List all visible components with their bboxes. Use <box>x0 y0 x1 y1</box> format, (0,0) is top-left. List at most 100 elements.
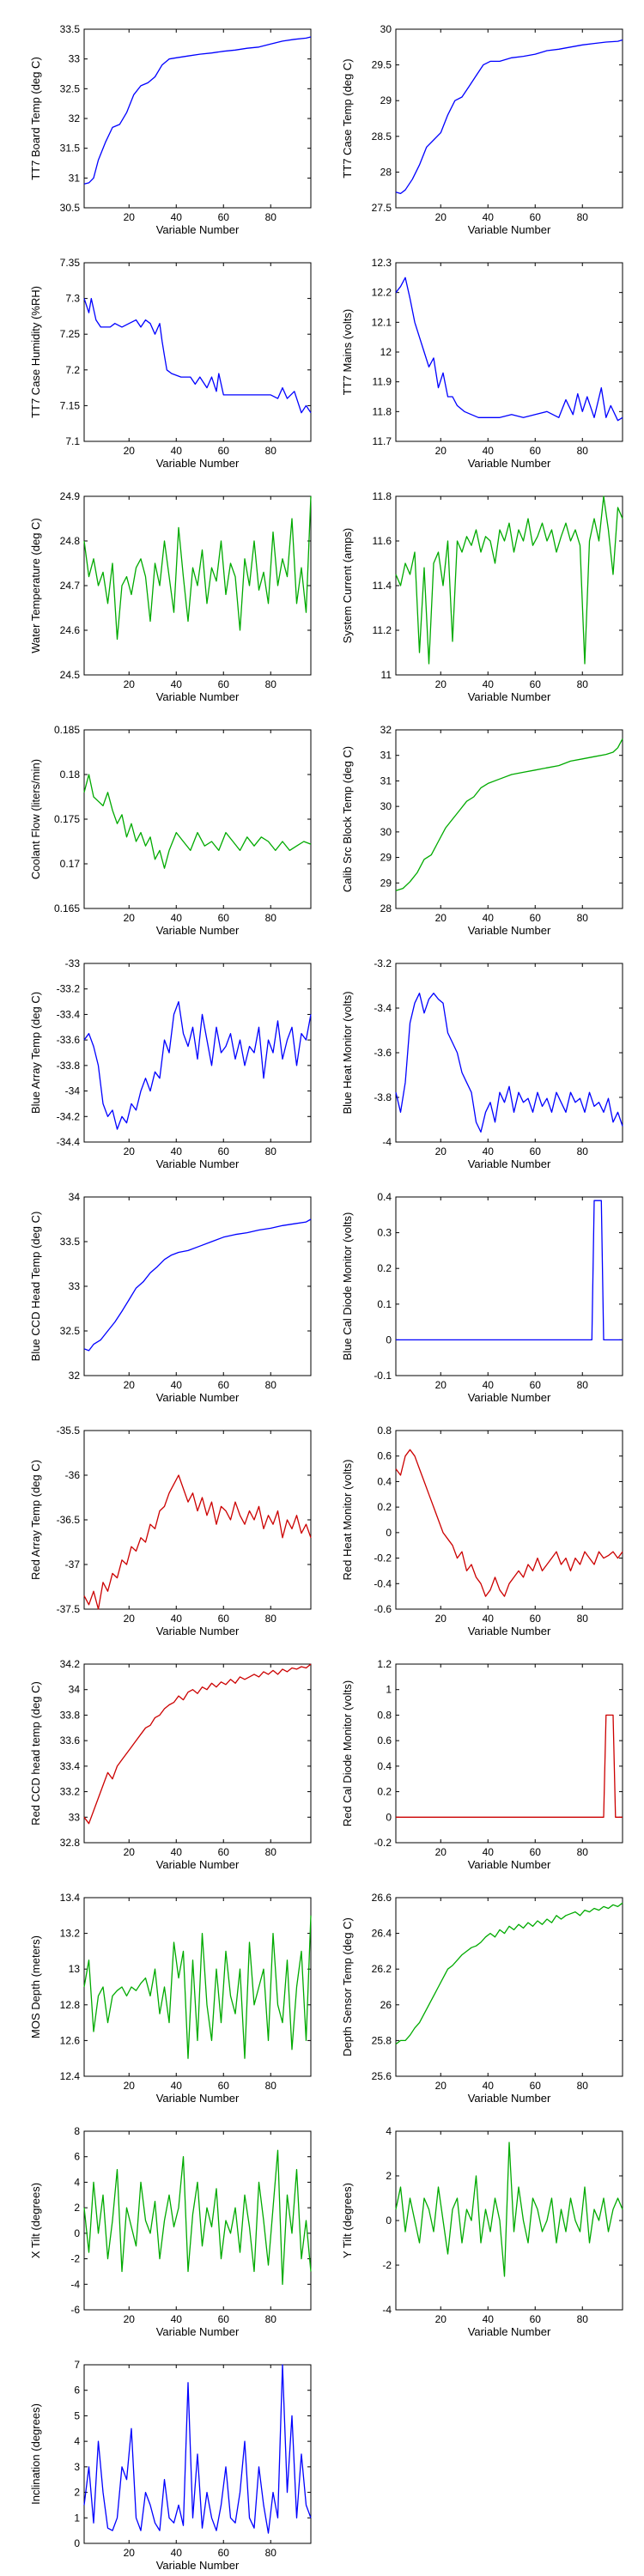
y-tick-label: -0.4 <box>374 1577 392 1589</box>
y-tick-label: 33 <box>69 1811 81 1823</box>
y-axis-label: Water Temperature (deg C) <box>29 518 42 653</box>
y-tick-label: 33.4 <box>60 1760 81 1772</box>
x-tick-label: 80 <box>577 912 589 924</box>
y-tick-label: -34.2 <box>57 1110 81 1122</box>
y-tick-label: 4 <box>74 2176 80 2188</box>
y-tick-label: 26 <box>380 1999 392 2011</box>
x-axis-label: Variable Number <box>468 1391 551 1404</box>
y-tick-label: 25.8 <box>372 2034 392 2046</box>
x-tick-label: 80 <box>265 1379 277 1391</box>
y-tick-label: 32.5 <box>60 82 81 94</box>
y-tick-label: 28 <box>380 902 392 914</box>
y-tick-label: 24.8 <box>60 535 81 547</box>
series-line <box>83 495 312 641</box>
y-tick-label: 30 <box>380 800 392 812</box>
series-line <box>395 276 623 422</box>
y-axis-label: Blue CCD Head Temp (deg C) <box>29 1212 42 1362</box>
y-axis-label: TT7 Board Temp (deg C) <box>29 57 42 180</box>
x-tick-label: 80 <box>577 678 589 690</box>
plot-frame <box>395 2130 623 2311</box>
y-tick-label: -35.5 <box>57 1425 81 1437</box>
x-tick-label: 60 <box>530 211 542 223</box>
y-tick-label: 6 <box>74 2385 80 2397</box>
y-tick-label: -6 <box>70 2304 80 2316</box>
y-tick-label: 12 <box>380 346 392 358</box>
x-tick-label: 60 <box>530 2080 542 2092</box>
y-tick-label: -4 <box>70 2278 80 2290</box>
x-tick-label: 20 <box>435 1379 447 1391</box>
series-line <box>396 1714 623 1818</box>
chart-panel: 20 40 60 80 -37.5 -37 -36.5 -36 -35.5 Variable Nu… <box>29 1425 312 1637</box>
y-tick-label: 34 <box>69 1684 81 1696</box>
x-tick-label: 60 <box>218 445 230 457</box>
x-tick-label: 40 <box>171 912 183 924</box>
x-tick-label: 20 <box>124 211 136 223</box>
plot-frame <box>395 729 623 909</box>
x-tick-label: 40 <box>171 2313 183 2325</box>
y-axis-label: Depth Sensor Temp (deg C) <box>341 1917 354 2057</box>
y-tick-label: 29.5 <box>372 59 392 71</box>
x-tick-label: 80 <box>577 1379 589 1391</box>
x-axis-label: Variable Number <box>156 2092 240 2105</box>
chart-panel: 20 40 60 80 -0.6 -0.4 -0.2 0 0.2 0.4 0.6 0.8 Variabl… <box>341 1425 623 1637</box>
x-tick-label: 60 <box>530 1613 542 1625</box>
plot-frame <box>83 963 312 1143</box>
plot-frame <box>83 2130 312 2311</box>
chart-panel: 20 40 60 80 11.7 11.8 11.9 12 12.1 12.2 12.3 Variab… <box>341 257 623 470</box>
chart-panel: 20 40 60 80 30.5 31 31.5 32 32.5 33 33.5 Variable N… <box>29 23 312 236</box>
y-tick-label: 0.18 <box>60 769 81 781</box>
y-tick-label: -4 <box>382 1136 392 1148</box>
y-tick-label: 13.4 <box>60 1892 81 1904</box>
y-tick-label: 12.2 <box>372 287 392 299</box>
y-tick-label: 13 <box>69 1963 81 1975</box>
y-tick-label: 33.6 <box>60 1735 81 1747</box>
plot-frame <box>395 1663 623 1844</box>
x-tick-label: 20 <box>435 1613 447 1625</box>
x-tick-label: 40 <box>171 1145 183 1157</box>
x-tick-label: 60 <box>530 678 542 690</box>
x-tick-label: 40 <box>171 445 183 457</box>
y-tick-label: -3.6 <box>374 1047 392 1059</box>
x-tick-label: 60 <box>218 2547 230 2559</box>
y-tick-label: 1 <box>74 2512 80 2524</box>
chart-panel: 20 40 60 80 7.1 7.15 7.2 7.25 7.3 7.35 Variable Nu… <box>29 257 312 470</box>
series-line <box>395 993 623 1133</box>
y-tick-label: 33.2 <box>60 1786 81 1798</box>
series-line <box>395 1449 623 1597</box>
y-tick-label: 1.2 <box>377 1658 392 1670</box>
x-tick-label: 20 <box>124 1379 136 1391</box>
y-tick-label: 26.4 <box>372 1928 392 1940</box>
x-axis-label: Variable Number <box>468 2092 551 2105</box>
chart-panel: 20 40 60 80 -4 -2 0 2 4 Variable Number Y Tilt (de… <box>341 2125 623 2338</box>
y-tick-label: -34 <box>65 1085 81 1097</box>
x-axis-label: Variable Number <box>156 457 240 470</box>
x-tick-label: 60 <box>530 445 542 457</box>
y-tick-label: 32.8 <box>60 1837 81 1849</box>
series-line <box>83 1000 312 1130</box>
chart-panel: 20 40 60 80 -0.1 0 0.1 0.2 0.3 0.4 Variable Number… <box>341 1191 623 1404</box>
y-tick-label: 11.8 <box>373 490 392 502</box>
y-tick-label: -3.4 <box>374 1002 392 1014</box>
y-tick-label: 12.6 <box>60 2034 81 2046</box>
y-axis-label: Red CCD head temp (deg C) <box>29 1681 42 1826</box>
series-line <box>396 1200 623 1341</box>
y-axis-label: Red Array Temp (deg C) <box>29 1460 42 1580</box>
plot-frame <box>83 729 312 909</box>
y-tick-label: 0 <box>74 2537 80 2549</box>
y-tick-label: 0.1 <box>377 1298 392 1310</box>
y-tick-label: -4 <box>382 2304 392 2316</box>
y-tick-label: 7.25 <box>60 328 81 340</box>
y-tick-label: 0 <box>386 2215 392 2227</box>
x-axis-label: Variable Number <box>156 690 240 703</box>
y-tick-label: -36 <box>65 1469 81 1481</box>
x-tick-label: 40 <box>483 211 495 223</box>
y-tick-label: 34.2 <box>60 1658 81 1670</box>
y-tick-label: 31 <box>380 750 392 762</box>
x-tick-label: 60 <box>530 2313 542 2325</box>
y-axis-label: Red Cal Diode Monitor (volts) <box>341 1680 354 1827</box>
x-axis-label: Variable Number <box>156 1858 240 1871</box>
x-tick-label: 80 <box>265 2547 277 2559</box>
y-axis-label: TT7 Case Temp (deg C) <box>341 58 354 178</box>
